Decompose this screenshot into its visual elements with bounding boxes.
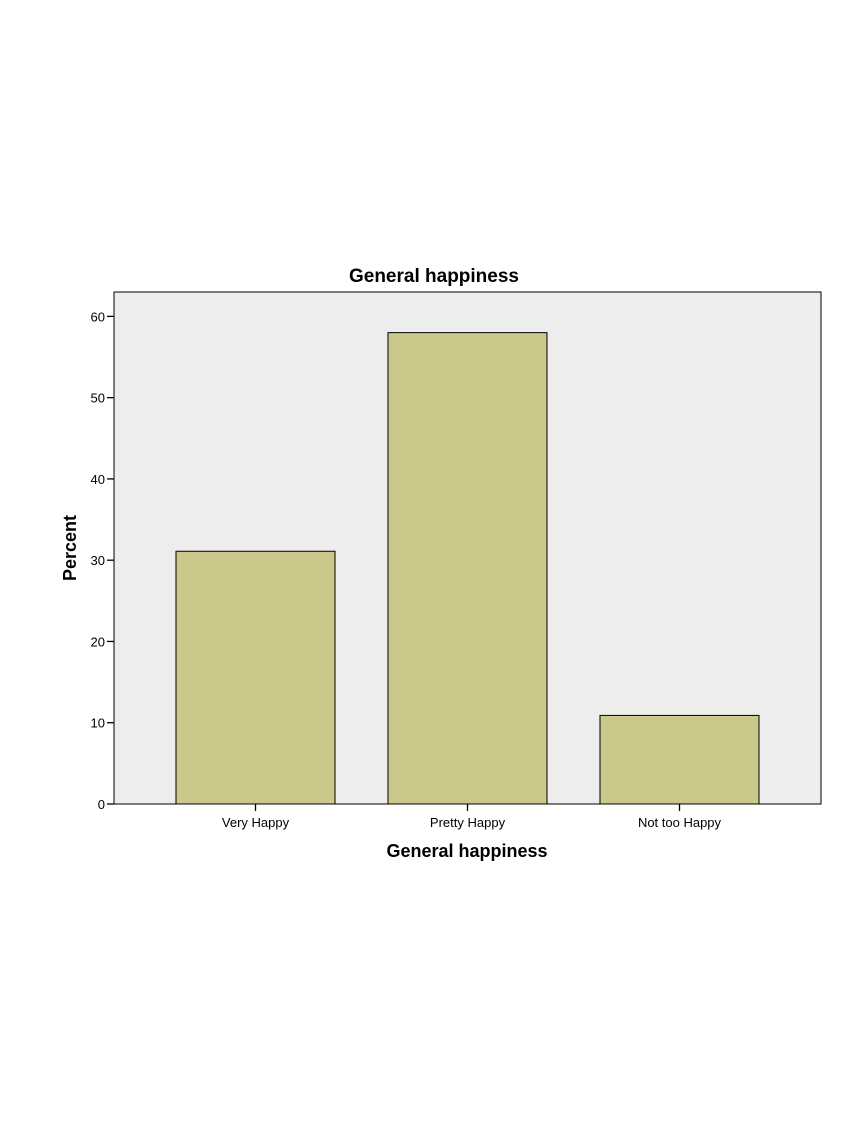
y-axis-title: Percent: [60, 515, 80, 581]
y-tick-label: 10: [91, 716, 105, 731]
bar-very-happy: [175, 550, 336, 805]
x-tick-label: Pretty Happy: [430, 815, 506, 830]
x-axis: Very Happy Pretty Happy Not too Happy: [222, 804, 722, 830]
bar-not-too-happy: [599, 714, 760, 805]
y-tick-label: 50: [91, 391, 105, 406]
bar-pretty-happy: [387, 332, 548, 805]
x-axis-title: General happiness: [386, 841, 547, 861]
bars-group: [175, 332, 760, 805]
x-tick-label: Not too Happy: [638, 815, 722, 830]
y-tick-label: 30: [91, 553, 105, 568]
y-tick-label: 20: [91, 634, 105, 649]
y-axis: 0 10 20 30 40 50 60: [91, 309, 114, 812]
y-tick-label: 60: [91, 309, 105, 324]
y-tick-label: 40: [91, 472, 105, 487]
x-tick-label: Very Happy: [222, 815, 290, 830]
chart-title: General happiness: [349, 266, 519, 287]
y-tick-label: 0: [98, 797, 105, 812]
